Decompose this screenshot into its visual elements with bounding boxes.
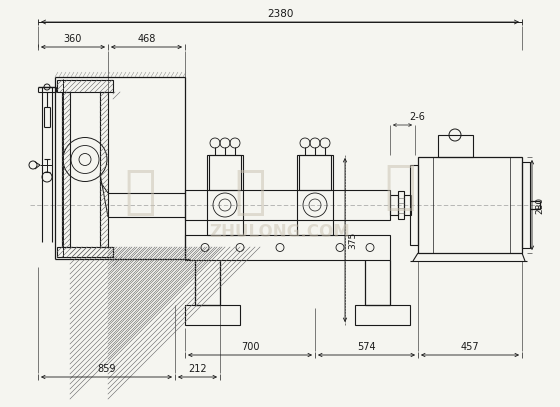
Bar (62, 92, 70, 247)
Bar (100, 92, 108, 247)
Text: 700: 700 (241, 342, 259, 352)
Text: 龙: 龙 (234, 166, 266, 218)
Text: 360: 360 (64, 34, 82, 44)
Bar (418, 157, 522, 253)
Text: 212: 212 (188, 364, 207, 374)
Bar (398, 191, 404, 219)
Text: 375: 375 (348, 231, 357, 249)
Bar (57, 247, 113, 257)
Bar (209, 155, 241, 190)
Bar (185, 235, 390, 260)
Bar (207, 155, 243, 235)
Bar (57, 80, 113, 92)
Bar (438, 135, 473, 157)
Bar (57, 80, 113, 92)
Bar (299, 155, 331, 190)
Text: 280: 280 (535, 197, 544, 214)
Bar (62, 92, 70, 247)
Bar (100, 92, 108, 247)
Text: 468: 468 (137, 34, 156, 44)
Bar (185, 190, 390, 220)
Text: 574: 574 (357, 342, 376, 352)
Text: 859: 859 (97, 364, 116, 374)
Text: 2380: 2380 (267, 9, 293, 19)
Bar (390, 195, 398, 215)
Bar (410, 165, 418, 245)
Text: 網: 網 (384, 161, 416, 213)
Bar (185, 305, 240, 325)
Bar (355, 305, 410, 325)
Bar (57, 247, 113, 257)
Bar (297, 155, 333, 235)
Text: 457: 457 (461, 342, 479, 352)
Bar (522, 162, 530, 248)
Text: 2-6: 2-6 (409, 112, 426, 122)
Bar (404, 195, 411, 215)
Text: ZHULONG.COM: ZHULONG.COM (209, 223, 351, 241)
Text: 筑: 筑 (124, 166, 156, 218)
